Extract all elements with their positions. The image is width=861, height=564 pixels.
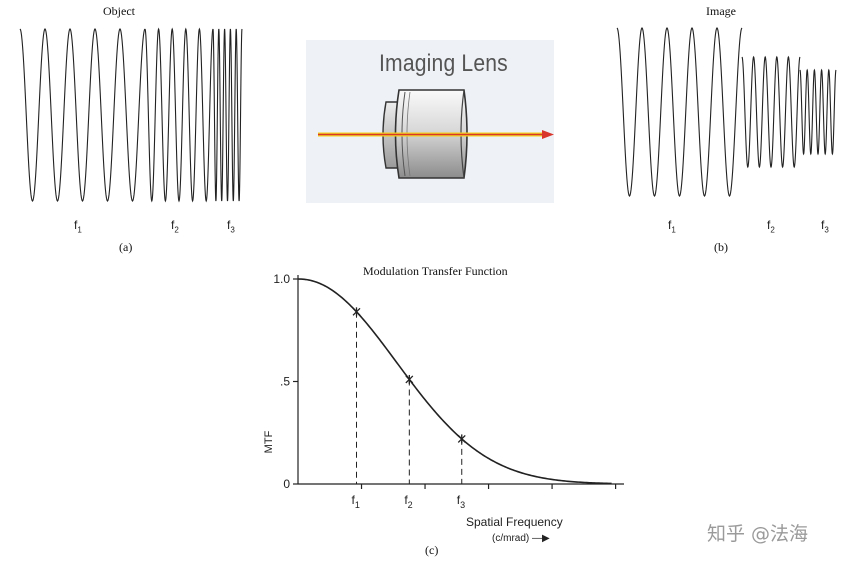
watermark: 知乎 @法海 bbox=[707, 523, 809, 545]
mtf-curve bbox=[297, 278, 612, 485]
mtf-ylabel: MTF bbox=[263, 430, 275, 453]
mtf-xlabel: Spatial Frequency bbox=[466, 515, 563, 529]
imaging-lens-illustration: Imaging Lens bbox=[306, 40, 554, 203]
object-f3-label: f3 bbox=[227, 218, 235, 235]
object-caption: (a) bbox=[119, 240, 133, 254]
mtf-xtick-label-f1: f1 bbox=[352, 493, 360, 510]
mtf-point-f1 bbox=[352, 307, 361, 317]
image-f1-wave bbox=[616, 27, 743, 197]
mtf-xtick-label-f3: f3 bbox=[457, 493, 465, 510]
object-f2-label: f2 bbox=[171, 218, 179, 235]
mtf-chart: f1 f2 f3 1.0 .5 0 MTF Spatial Frequency (c/mr… bbox=[263, 272, 624, 544]
image-caption: (b) bbox=[714, 240, 728, 254]
image-f2-wave bbox=[741, 55, 801, 169]
mtf-ytick-label-1: .5 bbox=[280, 375, 290, 389]
mtf-point-f3 bbox=[457, 434, 466, 444]
mtf-xunit: (c/mrad) —▶ bbox=[492, 533, 550, 544]
image-f2-label: f2 bbox=[767, 218, 775, 235]
object-title: Object bbox=[103, 4, 135, 18]
mtf-title: Modulation Transfer Function bbox=[363, 264, 508, 278]
object-f1-label: f1 bbox=[74, 218, 82, 235]
object-waveform bbox=[19, 27, 243, 203]
mtf-ytick-label-0: 1.0 bbox=[273, 272, 290, 286]
object-f2-wave bbox=[144, 27, 214, 203]
mtf-ytick-label-2: 0 bbox=[283, 477, 290, 491]
image-waveform bbox=[616, 27, 837, 197]
image-f3-label: f3 bbox=[821, 218, 829, 235]
image-f3-wave bbox=[799, 68, 837, 156]
lens-title: Imaging Lens bbox=[379, 50, 508, 77]
mtf-caption: (c) bbox=[425, 543, 439, 557]
image-title: Image bbox=[706, 4, 736, 18]
lens-drawing bbox=[318, 89, 554, 179]
object-f1-wave bbox=[19, 28, 146, 202]
mtf-point-f2 bbox=[405, 374, 414, 384]
object-f3-wave bbox=[212, 28, 243, 202]
mtf-xtick-label-f2: f2 bbox=[404, 493, 412, 510]
image-f1-label: f1 bbox=[668, 218, 676, 235]
